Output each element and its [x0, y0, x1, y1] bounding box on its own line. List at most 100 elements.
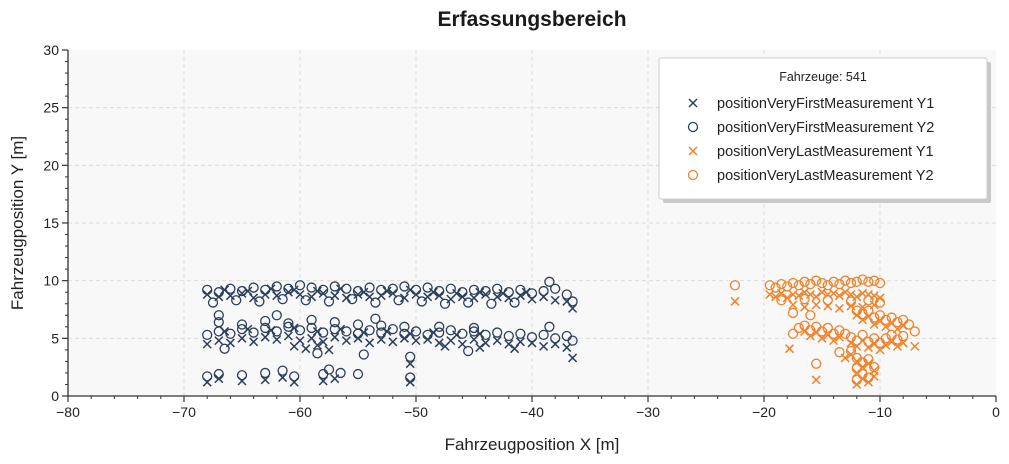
data-point — [787, 277, 799, 289]
data-point — [481, 338, 491, 348]
data-point — [468, 326, 480, 337]
data-point — [330, 332, 340, 342]
y-tick-label: 25 — [43, 100, 59, 116]
legend-entry: positionVeryLastMeasurement Y2 — [687, 168, 934, 184]
data-point — [538, 285, 549, 297]
data-point — [213, 310, 224, 321]
data-point — [845, 332, 857, 343]
x-tick-label: −80 — [56, 404, 80, 420]
data-point — [834, 325, 845, 336]
data-point — [323, 364, 335, 375]
data-point — [271, 326, 282, 337]
legend-entry: positionVeryFirstMeasurement Y1 — [688, 96, 934, 112]
data-point — [294, 325, 306, 336]
data-point — [213, 287, 224, 298]
data-point — [301, 344, 311, 354]
data-point — [730, 296, 740, 306]
x-tick-label: −30 — [636, 404, 660, 420]
data-point — [260, 367, 271, 379]
data-point — [318, 337, 328, 347]
data-point — [480, 285, 491, 297]
data-point — [799, 293, 810, 305]
data-point — [318, 327, 329, 338]
data-point — [811, 292, 821, 302]
data-point — [236, 285, 248, 297]
data-point — [828, 276, 839, 287]
data-point — [289, 371, 300, 382]
data-point — [880, 314, 891, 326]
data-point — [816, 277, 828, 289]
data-point — [439, 298, 451, 309]
data-point — [329, 317, 340, 328]
data-point — [811, 275, 822, 286]
data-point — [405, 351, 416, 362]
data-point — [544, 276, 555, 287]
data-point — [822, 295, 833, 306]
data-point — [468, 322, 480, 334]
data-point — [828, 328, 839, 339]
legend-marker — [688, 98, 698, 108]
data-point — [214, 336, 224, 346]
data-point — [260, 332, 270, 342]
data-point — [393, 295, 404, 306]
data-point — [341, 336, 351, 346]
data-point — [538, 329, 549, 341]
data-points — [202, 274, 920, 389]
data-point — [283, 283, 294, 294]
data-point — [271, 281, 282, 292]
data-point — [857, 329, 868, 341]
data-point — [787, 307, 799, 319]
data-point — [880, 333, 891, 344]
x-tick-label: −70 — [172, 404, 196, 420]
legend-entry: positionVeryFirstMeasurement Y2 — [687, 120, 934, 136]
data-point — [272, 291, 282, 301]
data-point — [561, 289, 572, 300]
data-point — [799, 276, 810, 287]
legend-label: positionVeryFirstMeasurement Y1 — [717, 96, 934, 112]
data-point — [434, 338, 444, 348]
x-axis-label: Fahrzeugposition X [m] — [445, 435, 620, 454]
data-point — [323, 296, 335, 307]
data-point — [515, 328, 526, 339]
data-point — [271, 310, 282, 321]
data-point — [811, 358, 822, 369]
data-point — [260, 322, 271, 334]
data-point — [416, 296, 427, 307]
data-point — [857, 368, 868, 380]
data-point — [324, 345, 334, 355]
data-point — [236, 323, 248, 335]
data-point — [260, 284, 271, 296]
data-point — [341, 283, 352, 294]
x-tick-label: −20 — [752, 404, 776, 420]
data-point — [550, 333, 561, 344]
data-point — [787, 328, 799, 339]
data-point — [249, 337, 259, 347]
data-point — [312, 348, 323, 359]
legend-title: Fahrzeuge: 541 — [779, 70, 867, 84]
data-point — [277, 365, 288, 376]
data-point — [863, 295, 874, 306]
data-point — [892, 334, 903, 345]
data-point — [729, 280, 741, 291]
data-point — [845, 296, 857, 307]
data-point — [202, 329, 213, 341]
data-point — [329, 281, 340, 292]
data-point — [526, 332, 538, 343]
axes: −80 −70 −60 −50 −40 −30 −20 −10 0 0 5 10 15 20 25 30 — [43, 42, 1000, 420]
data-point — [869, 366, 879, 376]
data-point — [486, 298, 497, 309]
data-point — [481, 289, 491, 300]
data-point — [840, 328, 851, 339]
data-point — [387, 283, 398, 294]
data-point — [352, 368, 364, 380]
data-point — [550, 283, 561, 294]
data-point — [434, 327, 445, 338]
data-point — [794, 291, 804, 301]
data-point — [874, 277, 886, 289]
data-point — [509, 297, 520, 308]
data-point — [852, 292, 862, 302]
data-point — [492, 336, 502, 346]
data-point — [410, 284, 422, 296]
data-point — [851, 276, 862, 287]
